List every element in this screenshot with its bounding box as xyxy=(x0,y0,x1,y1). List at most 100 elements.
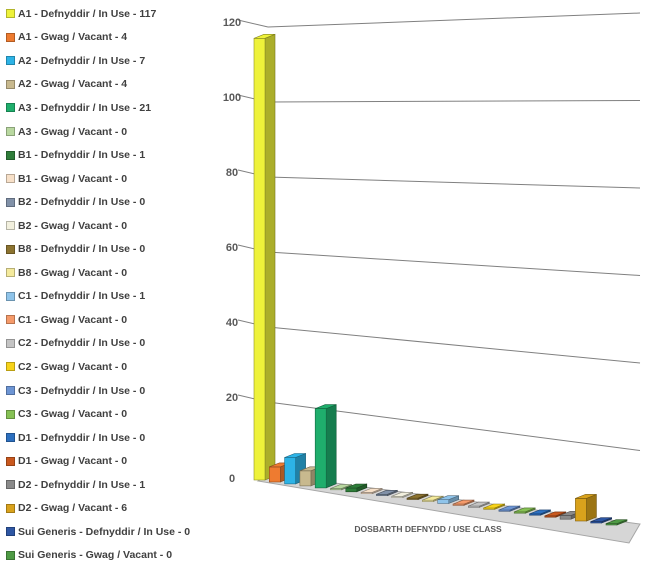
bar xyxy=(299,470,312,487)
gridline xyxy=(267,176,641,189)
bar-top xyxy=(468,501,490,507)
bar-side xyxy=(264,33,276,481)
bar-top xyxy=(376,489,398,495)
legend-label: B8 - Defnyddir / In Use - 0 xyxy=(18,243,146,256)
bar-top xyxy=(498,505,521,511)
legend-label: C1 - Gwag / Vacant - 0 xyxy=(18,313,128,326)
legend-swatch xyxy=(6,197,15,207)
bar-top xyxy=(330,484,352,489)
legend-label: Sui Generis - Defnyddir / In Use - 0 xyxy=(18,525,191,538)
y-tick-label: 40 xyxy=(226,317,238,329)
legend-swatch xyxy=(6,56,15,66)
bar-top xyxy=(315,404,337,409)
legend-swatch xyxy=(6,244,15,254)
legend-label: C3 - Defnyddir / In Use - 0 xyxy=(18,384,146,397)
legend-label: C3 - Gwag / Vacant - 0 xyxy=(18,408,128,421)
legend-swatch xyxy=(6,338,15,348)
legend-label: B2 - Gwag / Vacant - 0 xyxy=(18,219,128,232)
legend-label: B2 - Defnyddir / In Use - 0 xyxy=(18,196,146,209)
legend-item: B2 - Gwag / Vacant - 0 xyxy=(6,214,246,238)
legend-swatch xyxy=(6,9,15,19)
gridline-tick xyxy=(237,19,269,28)
legend-swatch xyxy=(6,315,15,325)
legend-label: B8 - Gwag / Vacant - 0 xyxy=(18,266,128,279)
legend-label: A2 - Gwag / Vacant - 4 xyxy=(18,78,128,91)
legend-item: A2 - Defnyddir / In Use - 7 xyxy=(6,49,246,73)
bar-top xyxy=(605,519,628,525)
legend-swatch xyxy=(6,409,15,419)
legend-swatch xyxy=(6,480,15,490)
legend-item: D1 - Defnyddir / In Use - 0 xyxy=(6,426,246,450)
legend-label: A3 - Gwag / Vacant - 0 xyxy=(18,125,128,138)
legend-item: B2 - Defnyddir / In Use - 0 xyxy=(6,190,246,214)
bar xyxy=(284,457,296,485)
bar xyxy=(437,499,450,504)
legend-swatch xyxy=(6,127,15,136)
legend-item: B1 - Defnyddir / In Use - 1 xyxy=(6,143,246,167)
bar xyxy=(314,408,327,489)
legend-swatch xyxy=(6,527,15,537)
legend-swatch xyxy=(6,291,15,301)
legend-item: A1 - Gwag / Vacant - 4 xyxy=(6,26,246,50)
bar-top xyxy=(575,494,597,499)
legend-label: D2 - Gwag / Vacant - 6 xyxy=(18,502,128,515)
legend-item: D2 - Gwag / Vacant - 6 xyxy=(6,496,246,520)
y-tick-label: 20 xyxy=(226,392,238,404)
bar-top xyxy=(590,517,612,523)
legend-swatch xyxy=(6,174,15,184)
legend-swatch xyxy=(6,221,15,231)
bar xyxy=(253,37,266,481)
y-tick-label: 100 xyxy=(223,92,241,104)
legend-swatch xyxy=(6,550,15,560)
bar-top xyxy=(360,488,383,493)
y-tick-label: 60 xyxy=(226,242,238,254)
legend-item: C2 - Defnyddir / In Use - 0 xyxy=(6,332,246,356)
legend-swatch xyxy=(6,386,15,396)
gridline xyxy=(267,12,641,28)
legend-swatch xyxy=(6,503,15,513)
legend-item: A3 - Gwag / Vacant - 0 xyxy=(6,120,246,144)
legend-label: C2 - Defnyddir / In Use - 0 xyxy=(18,337,146,350)
bar-top xyxy=(483,503,505,509)
bar-top xyxy=(253,33,276,39)
bar-top xyxy=(284,453,306,458)
bar-top xyxy=(345,483,367,489)
legend-swatch xyxy=(6,150,15,160)
legend-swatch xyxy=(6,268,15,278)
legend-item: C1 - Defnyddir / In Use - 1 xyxy=(6,285,246,309)
legend-label: B1 - Gwag / Vacant - 0 xyxy=(18,172,128,185)
legend-label: A2 - Defnyddir / In Use - 7 xyxy=(18,54,146,67)
bar xyxy=(345,487,358,493)
legend-item: A2 - Gwag / Vacant - 4 xyxy=(6,73,246,97)
legend-item: C1 - Gwag / Vacant - 0 xyxy=(6,308,246,332)
legend-label: A3 - Defnyddir / In Use - 21 xyxy=(18,101,152,114)
legend-item: C3 - Gwag / Vacant - 0 xyxy=(6,402,246,426)
gridline xyxy=(267,326,641,364)
gridline xyxy=(267,251,641,276)
legend-swatch xyxy=(6,32,15,42)
legend-label: D1 - Gwag / Vacant - 0 xyxy=(18,455,128,468)
legend-item: Sui Generis - Defnyddir / In Use - 0 xyxy=(6,520,246,544)
legend-label: A1 - Defnyddir / In Use - 117 xyxy=(18,7,157,20)
legend-item: A3 - Defnyddir / In Use - 21 xyxy=(6,96,246,120)
bar-top xyxy=(452,499,475,505)
bar-top xyxy=(437,495,459,501)
bar-side xyxy=(325,404,337,489)
bar xyxy=(268,466,281,483)
chart-legend: A1 - Defnyddir / In Use - 117 A1 - Gwag /… xyxy=(6,2,246,567)
legend-label: Sui Generis - Gwag / Vacant - 0 xyxy=(18,549,173,562)
legend-swatch xyxy=(6,79,15,89)
legend-label: C2 - Gwag / Vacant - 0 xyxy=(18,360,128,373)
legend-swatch xyxy=(6,103,15,113)
legend-item: C2 - Gwag / Vacant - 0 xyxy=(6,355,246,379)
legend-item: D1 - Gwag / Vacant - 0 xyxy=(6,449,246,473)
legend-swatch xyxy=(6,362,15,372)
legend-item: B8 - Defnyddir / In Use - 0 xyxy=(6,237,246,261)
legend-swatch xyxy=(6,456,15,466)
bar-top xyxy=(422,495,444,501)
bar-side xyxy=(586,493,597,522)
bar-top xyxy=(529,509,551,515)
y-tick-label: 80 xyxy=(226,167,238,179)
legend-item: A1 - Defnyddir / In Use - 117 xyxy=(6,2,246,26)
